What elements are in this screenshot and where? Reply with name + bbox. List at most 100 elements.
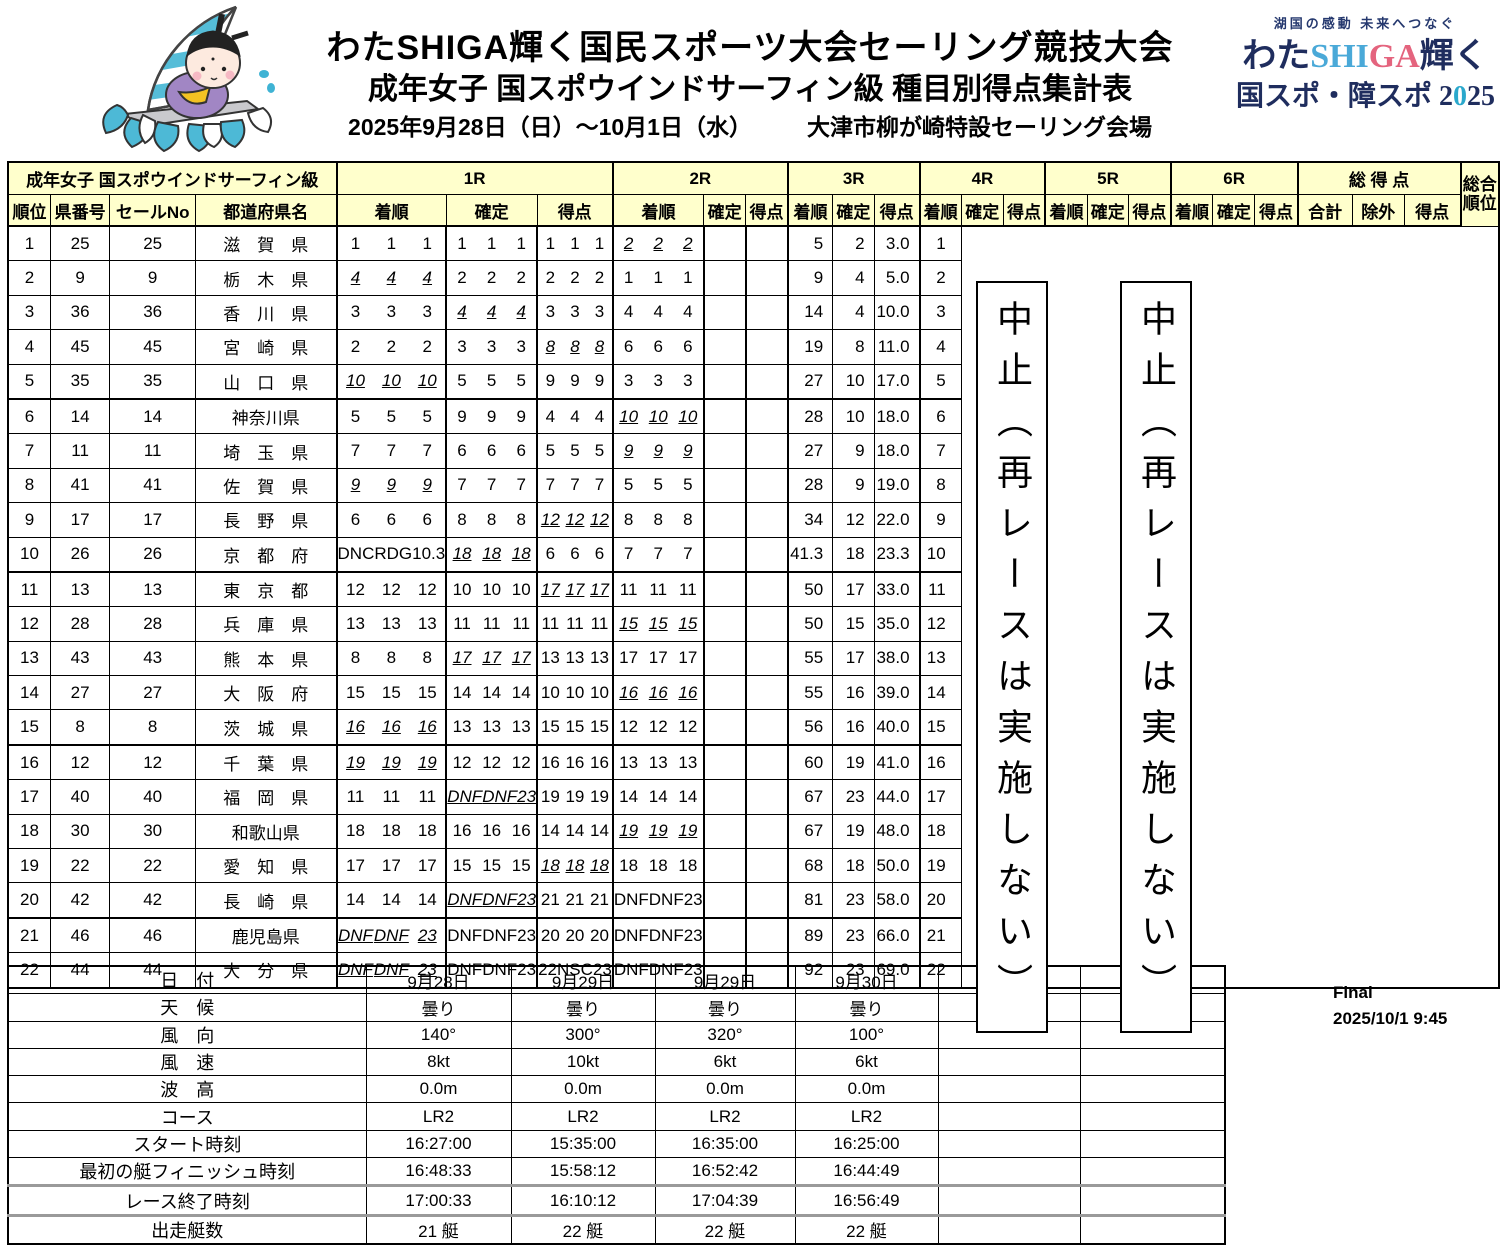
- cell-sail-no: 25: [109, 225, 197, 262]
- cell-race-scores: [702, 225, 747, 262]
- result-row: 6 14 14 神奈川県 5 5 5 9 9 9 4 4 4 10 10 10 28 10 18.0 6: [7, 398, 1499, 435]
- race-value: 1: [457, 233, 467, 253]
- cell-discard: 2: [832, 225, 875, 262]
- race-value: 16: [482, 821, 502, 841]
- condition-value: LR2: [654, 1102, 796, 1131]
- cell-prefecture: 香 川 県: [195, 294, 338, 331]
- event-venue: 大津市柳が崎特設セーリング会場: [806, 114, 1152, 140]
- condition-value: 0.0m: [510, 1075, 656, 1104]
- cell-total: 34: [786, 502, 834, 538]
- race-value: 9: [594, 371, 605, 391]
- cell-rank: 6: [7, 398, 51, 435]
- race-value: 8: [457, 509, 467, 529]
- race-value: DNF: [482, 925, 518, 945]
- cell-race-scores: [744, 502, 789, 538]
- cell-total: 50: [786, 571, 834, 608]
- race-value: 1: [594, 233, 605, 253]
- race-value: 7: [422, 441, 433, 461]
- race-value: 12: [417, 579, 437, 599]
- condition-row: 波 高 0.0m 0.0m 0.0m 0.0m: [7, 1075, 1226, 1104]
- race-value: 8: [594, 336, 605, 356]
- condition-label: コース: [7, 1102, 367, 1131]
- race-value: 18: [482, 544, 502, 564]
- race-value: 18: [540, 855, 560, 875]
- event-title: わたSHIGA輝く国民スポーツ大会セーリング競技大会: [326, 29, 1174, 67]
- race-value: 9: [516, 406, 526, 426]
- cell-total: 55: [786, 675, 834, 711]
- race-value: 5: [545, 441, 556, 461]
- cell-rank: 19: [7, 848, 51, 884]
- result-row: 19 22 22 愛 知 県 17 17 17 15 15 15 18 18 18 18 18 18 68 18 5…: [7, 848, 1499, 884]
- race-value: DNF: [613, 925, 649, 945]
- race-subheader: 得点: [745, 194, 789, 227]
- race-value: 4: [683, 302, 693, 322]
- race-value: 7: [386, 441, 397, 461]
- cell-pref-no: 9: [49, 260, 111, 296]
- race-value: 4: [386, 268, 397, 288]
- cell-race-scores: [702, 363, 747, 400]
- condition-value: LR2: [510, 1102, 656, 1131]
- race-value: 10: [511, 579, 531, 599]
- race-value: 3: [570, 302, 580, 322]
- logo-kagayaku: 輝く: [1419, 37, 1488, 75]
- cell-overall-rank: 1: [918, 225, 962, 262]
- race-value: 6: [422, 509, 433, 529]
- cell-race-scores: 3 3 3: [335, 294, 447, 331]
- race-value: 7: [545, 475, 556, 495]
- cell-prefecture: 熊 本 県: [195, 640, 338, 677]
- condition-value: 100°: [794, 1020, 939, 1049]
- cell-race-scores: [744, 363, 789, 400]
- race-value: 3: [516, 336, 526, 356]
- cell-sail-no: 9: [109, 260, 197, 296]
- condition-value: 16:27:00: [365, 1129, 512, 1159]
- race-value: 4: [486, 302, 497, 322]
- cell-total: 68: [786, 848, 834, 884]
- cell-race-scores: 5 5 5: [335, 398, 447, 435]
- race-value: 13: [511, 717, 531, 737]
- cell-overall-rank: 18: [918, 813, 962, 850]
- race-value: 14: [452, 682, 472, 702]
- race-value: 8: [570, 336, 580, 356]
- race-value: 1: [350, 233, 361, 253]
- race-value: 15: [678, 613, 698, 633]
- cell-net-points: 35.0: [873, 606, 921, 642]
- condition-value: [937, 1214, 1081, 1245]
- race-value: 10: [482, 579, 502, 599]
- race-value: 19: [678, 821, 698, 841]
- cell-sail-no: 30: [109, 813, 197, 850]
- race-value: 9: [623, 441, 634, 461]
- cell-overall-rank: 19: [918, 848, 962, 884]
- cell-pref-no: 8: [49, 709, 111, 746]
- condition-value: 10kt: [510, 1047, 656, 1077]
- cell-race-scores: [702, 744, 747, 781]
- cell-sail-no: 27: [109, 675, 197, 711]
- race-value: 7: [653, 544, 663, 564]
- race-value: 8: [486, 509, 497, 529]
- race-subheader: 着順: [335, 194, 447, 227]
- cell-race-scores: [744, 294, 789, 331]
- cell-race-scores: [702, 467, 747, 504]
- cell-race-scores: 18 18 18: [611, 848, 705, 884]
- cell-overall-rank: 8: [918, 467, 962, 504]
- condition-value: 0.0m: [794, 1075, 939, 1104]
- cell-race-scores: 11 11 11: [445, 606, 538, 642]
- race-value: 19: [417, 752, 437, 772]
- cell-race-scores: [744, 329, 789, 365]
- condition-label: 風 向: [7, 1020, 367, 1049]
- cell-pref-no: 41: [49, 467, 111, 504]
- race-value: 14: [511, 682, 531, 702]
- race-value: 5: [516, 371, 526, 391]
- race-value: 21: [540, 890, 560, 910]
- cell-race-scores: 11 11 11: [611, 571, 705, 608]
- cell-pref-no: 30: [49, 813, 111, 850]
- event-dates: 2025年9月28日（日）～10月1日（水）: [348, 114, 752, 140]
- race-value: 11: [649, 579, 668, 599]
- race-value: 13: [565, 648, 585, 668]
- cell-discard: 4: [832, 260, 875, 296]
- race-value: 19: [565, 786, 585, 806]
- cell-discard: 17: [832, 640, 875, 677]
- cell-race-scores: [744, 398, 789, 435]
- cell-sail-no: 22: [109, 848, 197, 884]
